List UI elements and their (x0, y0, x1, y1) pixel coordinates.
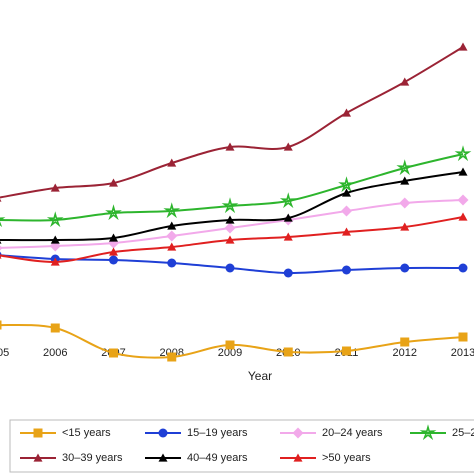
data-point (0, 198, 2, 202)
data-point (396, 159, 414, 176)
data-point (0, 245, 3, 251)
data-point (342, 188, 351, 197)
data-point (167, 258, 177, 268)
data-point (283, 213, 293, 222)
data-point (225, 142, 235, 151)
data-point (342, 265, 351, 275)
data-point (399, 197, 411, 209)
data-point (458, 332, 468, 342)
x-axis-title: Year (248, 369, 272, 383)
data-point (109, 178, 118, 187)
legend-marker (158, 428, 168, 438)
data-point (458, 42, 468, 51)
data-point (342, 227, 351, 236)
data-point (400, 77, 410, 86)
legend-marker (158, 453, 168, 462)
data-point (50, 323, 60, 333)
data-point (400, 337, 410, 347)
x-tick-label: 2005 (0, 347, 9, 359)
data-point (109, 233, 118, 242)
legend-label: 15–19 years (187, 427, 248, 439)
data-point (283, 232, 293, 241)
data-point (50, 183, 60, 192)
data-point (221, 197, 239, 214)
data-point (109, 247, 118, 256)
data-point (167, 352, 177, 362)
data-point (0, 320, 2, 330)
x-tick-label: 2006 (43, 347, 67, 359)
data-point (283, 347, 293, 357)
series-line (0, 153, 464, 222)
legend-marker (419, 424, 437, 441)
data-point (225, 340, 235, 350)
data-point (225, 215, 235, 224)
data-point (458, 263, 468, 273)
data-point (46, 211, 64, 228)
data-point (167, 158, 177, 167)
x-tick-label: 2012 (393, 347, 417, 359)
x-tick-label: 2009 (218, 347, 242, 359)
data-point (400, 176, 410, 185)
data-point (457, 194, 469, 206)
data-point (109, 348, 118, 358)
data-point (109, 255, 118, 265)
legend-label: 30–39 years (62, 452, 123, 464)
data-point (342, 108, 351, 117)
data-point (225, 235, 235, 244)
data-point (283, 268, 293, 278)
data-point (458, 212, 468, 221)
legend-label: >50 years (322, 452, 371, 464)
legend-label: 40–49 years (187, 452, 248, 464)
legend-marker (33, 428, 43, 438)
data-point (458, 167, 468, 176)
data-point (0, 255, 2, 259)
data-point (341, 205, 352, 217)
data-point (225, 263, 235, 273)
data-point (167, 242, 177, 251)
data-point (0, 217, 6, 228)
x-tick-label: 2013 (451, 347, 474, 359)
data-point (105, 204, 122, 221)
data-point (50, 235, 60, 244)
legend-label: 20–24 years (322, 427, 383, 439)
data-point (166, 230, 178, 242)
series-line (0, 46, 464, 199)
data-point (454, 145, 472, 162)
legend-box (9, 419, 474, 473)
legend-label: <15 years (62, 427, 111, 439)
data-point (400, 263, 410, 273)
data-point (400, 222, 410, 231)
data-point (283, 142, 293, 151)
legend-label: 25–29 years (452, 427, 474, 439)
data-point (167, 221, 177, 230)
data-point (342, 346, 351, 356)
data-point (163, 202, 181, 219)
data-point (50, 257, 60, 266)
data-point (279, 192, 297, 209)
data-point (338, 176, 355, 193)
data-point (224, 222, 236, 234)
data-point (0, 240, 2, 244)
legend-marker (33, 453, 43, 462)
legend-marker (293, 453, 303, 462)
legend-marker (292, 427, 304, 439)
